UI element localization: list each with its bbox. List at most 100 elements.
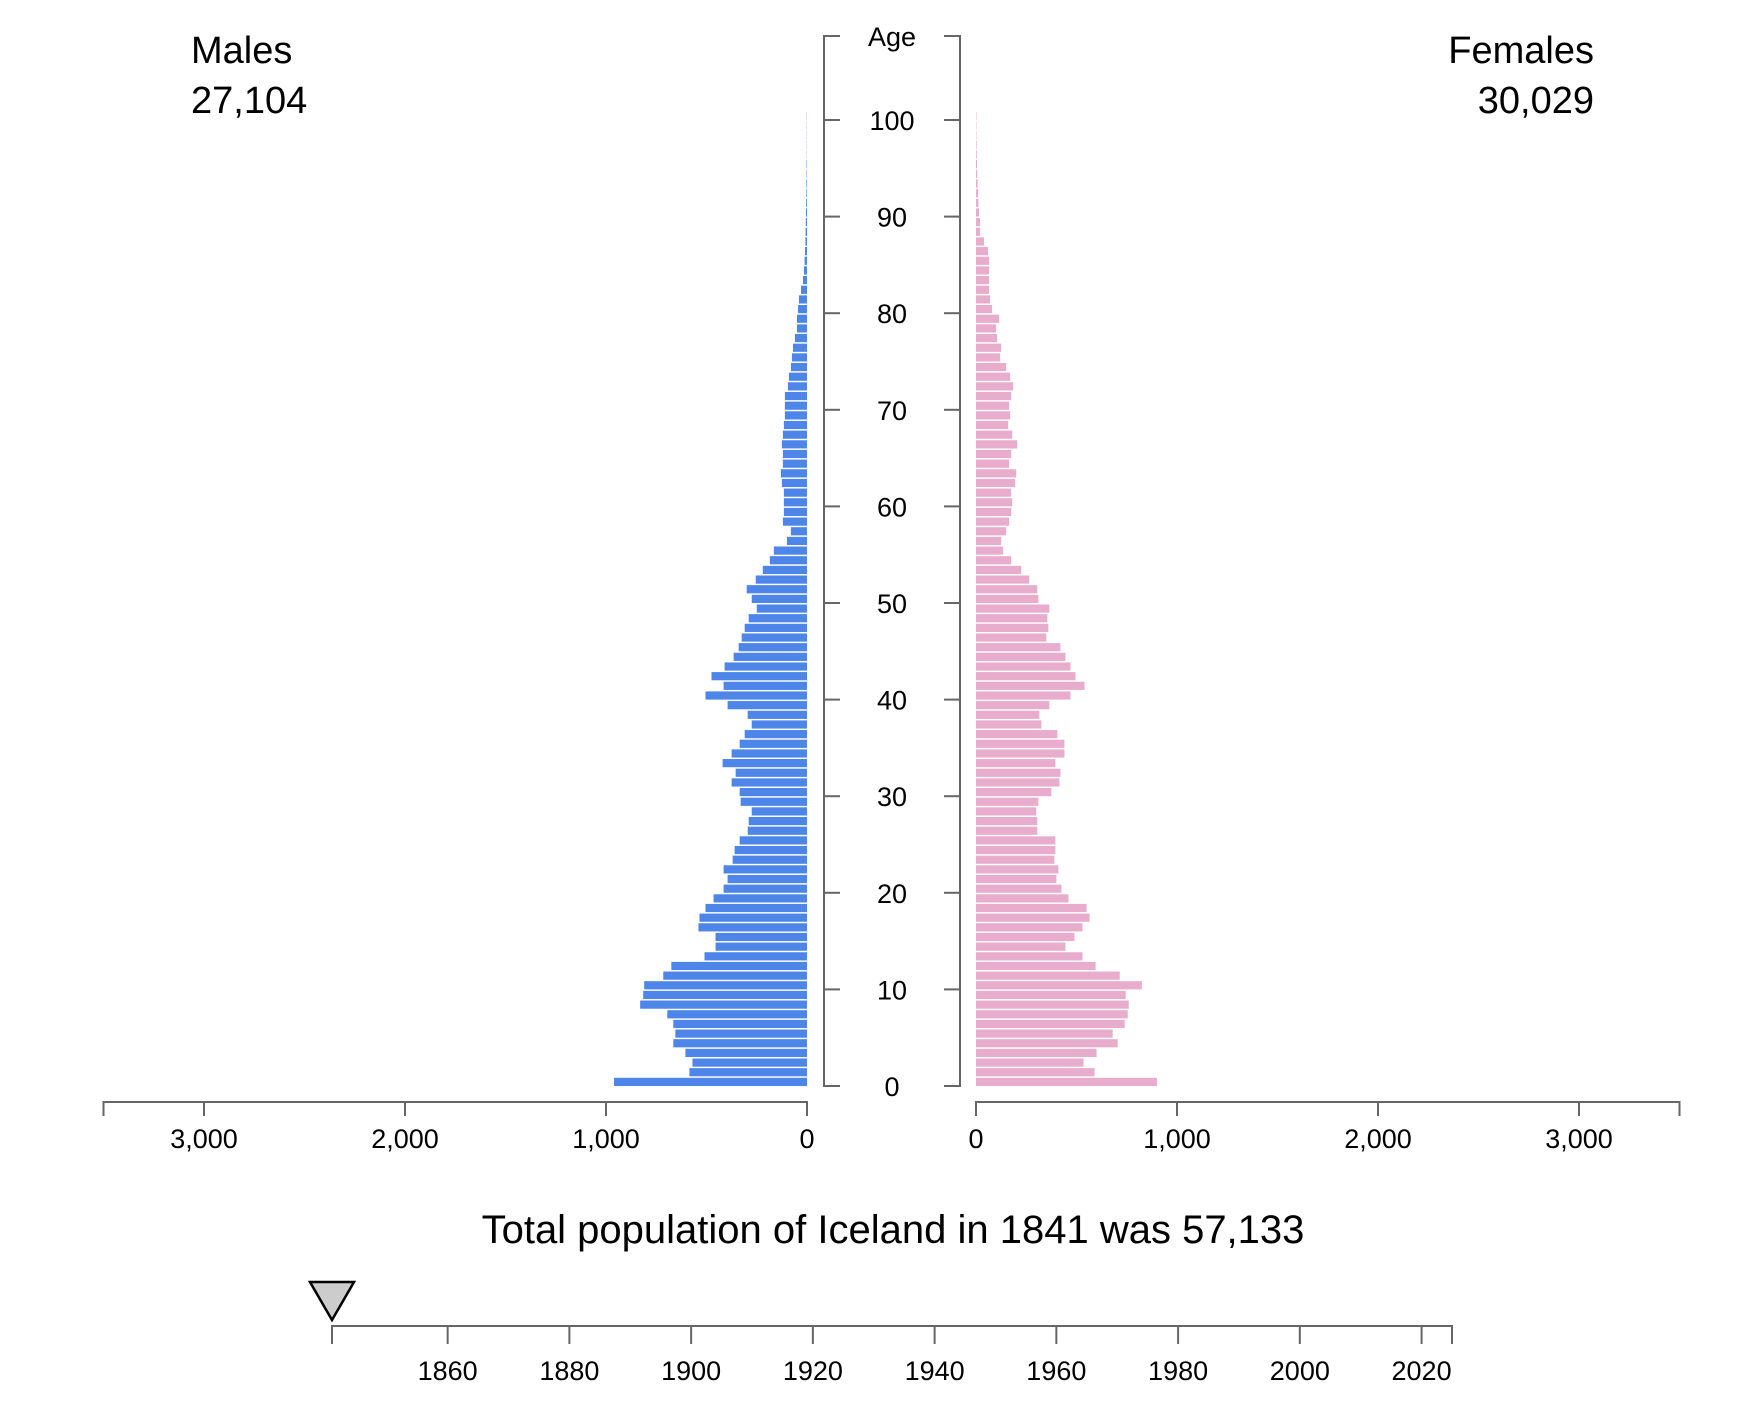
- male-bar-age-68: [783, 420, 807, 430]
- male-bar-age-2: [692, 1058, 807, 1067]
- female-bar-age-90: [976, 208, 980, 217]
- male-bar-age-90: [805, 208, 807, 217]
- female-bar-age-46: [976, 633, 1047, 642]
- males-label: Males: [191, 30, 292, 72]
- age-tick-label: 80: [877, 299, 907, 329]
- female-bar-age-5: [976, 1029, 1113, 1038]
- male-bar-age-67: [782, 430, 807, 439]
- female-bar-age-51: [976, 585, 1038, 594]
- males-total: 27,104: [191, 80, 307, 122]
- timeline-tick-label: 2000: [1270, 1356, 1330, 1386]
- male-bar-age-75: [791, 353, 807, 362]
- female-bar-age-18: [976, 903, 1087, 913]
- female-bar-age-43: [976, 662, 1071, 671]
- male-bar-age-20: [723, 884, 807, 893]
- female-bar-age-91: [976, 198, 979, 207]
- male-bar-age-49: [756, 604, 807, 613]
- timeline-axis-line[interactable]: [331, 1325, 1453, 1344]
- female-bar-age-12: [976, 961, 1096, 971]
- female-bar-age-38: [976, 710, 1040, 719]
- male-bar-age-78: [796, 324, 807, 333]
- female-bar-age-80: [976, 305, 993, 314]
- female-bar-age-10: [976, 981, 1142, 990]
- male-bar-age-30: [739, 788, 807, 797]
- male-bar-age-9: [643, 990, 807, 1000]
- female-bar-age-97: [976, 140, 977, 149]
- female-bars: [976, 111, 1157, 1086]
- male-bar-age-66: [781, 440, 807, 449]
- female-bar-age-41: [976, 681, 1085, 690]
- age-tick-label: 0: [884, 1072, 899, 1102]
- male-bar-age-63: [780, 469, 807, 478]
- female-bar-age-70: [976, 401, 1010, 410]
- female-bar-age-23: [976, 855, 1055, 864]
- female-bar-age-64: [976, 459, 1010, 468]
- female-bar-age-82: [976, 285, 990, 294]
- female-bar-age-31: [976, 778, 1060, 787]
- female-bar-age-35: [976, 739, 1065, 748]
- male-bar-age-80: [797, 305, 807, 314]
- female-axis-line: [975, 1101, 1681, 1116]
- timeline-tick-label: 1920: [783, 1356, 843, 1386]
- male-bar-age-60: [783, 498, 807, 507]
- year-slider-handle-icon[interactable]: [307, 1280, 357, 1323]
- male-bar-age-61: [783, 488, 807, 497]
- female-bar-age-49: [976, 604, 1050, 613]
- male-bar-age-64: [782, 459, 807, 468]
- female-ticks: 0 1,000 2,000 3,000: [968, 1102, 1613, 1154]
- female-bar-age-40: [976, 691, 1071, 700]
- female-bar-age-16: [976, 923, 1083, 932]
- age-axis-left-line: [823, 35, 840, 1087]
- male-bar-age-43: [724, 662, 807, 671]
- female-bar-age-27: [976, 816, 1038, 826]
- male-bar-age-71: [784, 391, 807, 401]
- male-bar-age-41: [723, 681, 807, 690]
- male-bar-age-8: [640, 1000, 807, 1009]
- male-bar-age-12: [671, 961, 807, 971]
- female-bar-age-53: [976, 565, 1022, 575]
- male-bar-age-87: [805, 237, 807, 246]
- females-total: 30,029: [1478, 80, 1594, 122]
- male-bar-age-11: [663, 971, 807, 980]
- male-bar-age-93: [806, 179, 807, 188]
- male-bar-age-52: [755, 575, 807, 584]
- male-bar-age-92: [806, 189, 807, 198]
- male-bar-age-40: [705, 691, 807, 700]
- male-bar-age-54: [769, 556, 807, 565]
- male-bar-age-42: [711, 672, 807, 681]
- male-bar-age-22: [723, 865, 807, 874]
- year-timeline[interactable]: 1860 1880 1900 1920 1940 1960 1980 2000 2020: [307, 1280, 1453, 1386]
- male-bar-age-15: [715, 932, 807, 942]
- female-bar-age-81: [976, 295, 991, 304]
- male-bar-age-56: [786, 536, 807, 546]
- female-bar-age-84: [976, 266, 990, 275]
- male-bar-age-6: [673, 1019, 807, 1029]
- timeline-ticks: 1860 1880 1900 1920 1940 1960 1980 2000 2020: [418, 1326, 1452, 1386]
- male-bar-age-53: [762, 565, 807, 575]
- female-bar-age-50: [976, 594, 1039, 603]
- male-bar-age-91: [806, 198, 807, 207]
- male-bar-age-0: [614, 1077, 807, 1086]
- age-axis-right-line: [944, 35, 961, 1087]
- female-bar-age-1: [976, 1068, 1095, 1077]
- female-bar-age-59: [976, 507, 1012, 517]
- female-bar-age-96: [976, 150, 977, 159]
- female-bar-age-72: [976, 382, 1014, 391]
- female-bar-age-11: [976, 971, 1120, 980]
- female-bar-age-74: [976, 362, 1007, 372]
- male-bar-age-73: [788, 372, 807, 381]
- timeline-tick-label: 1860: [418, 1356, 478, 1386]
- female-bar-age-55: [976, 546, 1004, 555]
- age-tick-label: 70: [877, 396, 907, 426]
- male-bar-age-26: [747, 826, 807, 835]
- female-bar-age-52: [976, 575, 1030, 584]
- timeline-tick-label: 1900: [661, 1356, 721, 1386]
- male-bar-age-18: [705, 903, 807, 913]
- male-bar-age-23: [732, 855, 807, 864]
- female-bar-age-39: [976, 701, 1050, 710]
- female-bar-age-20: [976, 884, 1062, 893]
- total-population-text: Total population of Iceland in 1841 was …: [482, 1208, 1305, 1252]
- female-bar-age-26: [976, 826, 1038, 835]
- male-value-tick-label: 0: [799, 1124, 814, 1154]
- male-bar-age-59: [783, 507, 807, 517]
